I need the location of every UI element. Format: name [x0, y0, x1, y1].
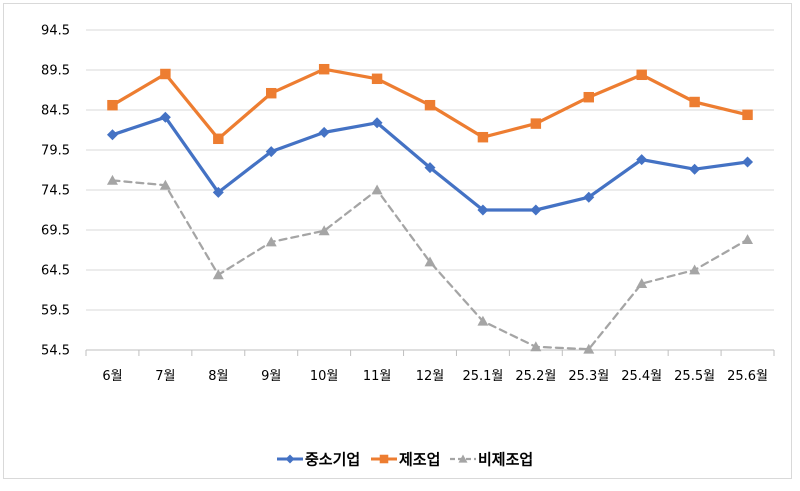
x-tick-label: 25.6월	[727, 369, 768, 384]
data-point	[318, 63, 330, 75]
data-point	[107, 99, 118, 111]
data-point	[106, 129, 118, 141]
data-point	[212, 186, 224, 198]
data-point	[530, 118, 542, 129]
data-point	[213, 133, 224, 145]
x-tick-label: 12월	[416, 369, 445, 384]
data-point	[371, 184, 383, 195]
data-point	[424, 99, 436, 111]
data-point	[424, 162, 436, 174]
data-point	[318, 225, 330, 236]
legend-label: 중소기업	[305, 451, 360, 469]
x-tick-label: 25.4월	[621, 369, 662, 384]
data-point	[742, 109, 753, 121]
data-point	[689, 163, 701, 175]
legend-marker	[458, 454, 468, 463]
y-tick-label: 84.5	[41, 104, 70, 119]
legend-item: 비제조업	[450, 451, 533, 469]
legend-item: 제조업	[371, 451, 440, 469]
data-point	[636, 154, 648, 166]
data-point	[477, 131, 489, 143]
data-point	[371, 117, 383, 129]
data-point	[742, 156, 754, 168]
x-tick-label: 25.2월	[515, 369, 556, 384]
data-point	[689, 96, 700, 108]
legend-marker	[379, 454, 389, 464]
data-point	[159, 179, 171, 190]
y-tick-label: 64.5	[41, 264, 70, 279]
x-tick-label: 11월	[363, 369, 392, 384]
x-tick-label: 25.1월	[462, 369, 503, 384]
data-point	[583, 343, 595, 354]
y-tick-label: 94.5	[41, 24, 70, 39]
legend-label: 제조업	[399, 451, 440, 469]
data-point	[159, 111, 171, 123]
data-point	[265, 236, 277, 247]
x-tick-label: 25.3월	[568, 369, 609, 384]
series-1	[107, 63, 753, 145]
data-point	[477, 315, 489, 326]
data-point	[583, 91, 594, 103]
line-chart: 54.5 59.5 64.5 69.5 74.5 79.5 84.5 89.5 94.5 6월 7…	[41, 24, 775, 469]
y-tick-label: 69.5	[41, 224, 70, 239]
data-point	[266, 87, 277, 99]
x-tick-label: 25.5월	[674, 369, 715, 384]
legend-item: 중소기업	[277, 451, 360, 469]
data-point	[371, 73, 383, 85]
y-tick-label: 79.5	[41, 144, 70, 159]
axes	[85, 349, 775, 356]
x-tick-label: 8월	[208, 369, 228, 384]
data-point	[742, 234, 754, 244]
legend: 중소기업 제조업 비제조업	[277, 451, 533, 469]
y-tick-label: 89.5	[41, 64, 70, 79]
data-point	[106, 174, 118, 185]
data-point	[689, 264, 701, 275]
data-point	[530, 204, 542, 216]
data-point	[636, 278, 648, 288]
x-tick-label: 10월	[310, 369, 339, 384]
data-point	[424, 256, 436, 267]
chart-frame: 54.5 59.5 64.5 69.5 74.5 79.5 84.5 89.5 94.5 6월 7…	[3, 3, 792, 479]
data-point	[636, 69, 647, 81]
legend-label: 비제조업	[478, 451, 533, 469]
data-point	[265, 146, 277, 158]
data-point	[212, 269, 224, 280]
data-point	[477, 204, 489, 216]
data-point	[318, 126, 330, 138]
series-0	[106, 111, 754, 216]
data-point	[530, 341, 542, 352]
x-tick-label: 7월	[155, 369, 175, 384]
y-tick-label: 74.5	[41, 184, 70, 199]
y-tick-label: 54.5	[41, 344, 70, 359]
data-point	[160, 68, 171, 80]
x-tick-label: 6월	[102, 369, 122, 384]
y-tick-labels: 54.5 59.5 64.5 69.5 74.5 79.5 84.5 89.5 94.5	[41, 24, 70, 359]
data-point	[583, 191, 595, 203]
series-lines	[106, 63, 754, 354]
x-tick-label: 9월	[261, 369, 281, 384]
series-2	[106, 174, 754, 354]
x-tick-labels: 6월 7월 8월 9월 10월 11월 12월 25.1월 25.2월 25.3월 25.4월 25.…	[102, 369, 768, 384]
legend-marker	[285, 454, 295, 464]
y-tick-label: 59.5	[41, 304, 70, 319]
